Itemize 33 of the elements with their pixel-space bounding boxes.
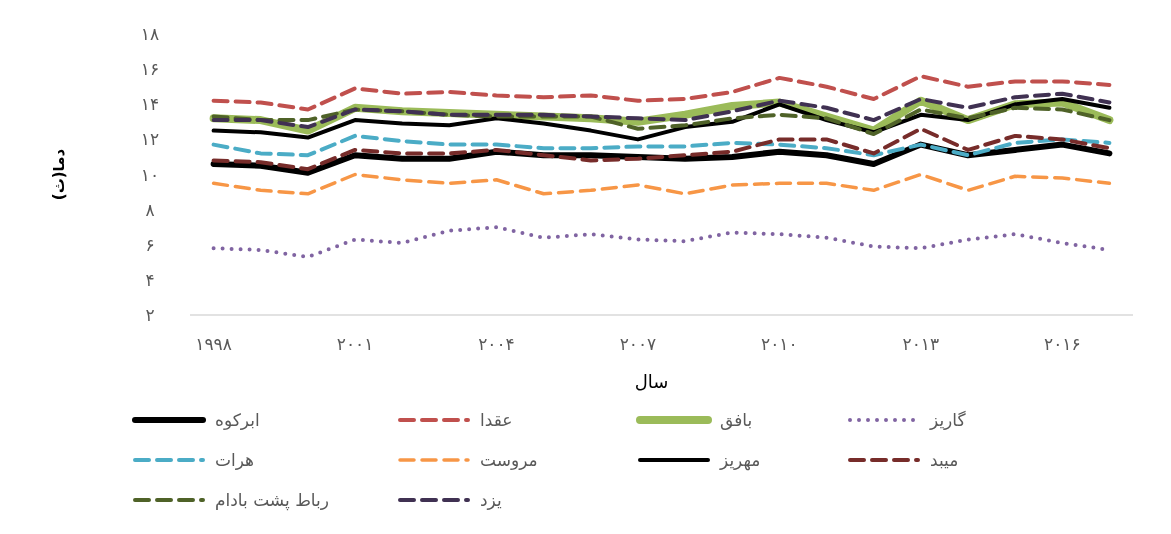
- legend-label: یزد: [480, 490, 502, 510]
- x-tick-label: ۲۰۱۰: [761, 334, 798, 354]
- line-series: [211, 126, 1112, 172]
- y-tick-label: ۶: [145, 234, 155, 255]
- x-tick-label: ۲۰۱۶: [1044, 334, 1081, 354]
- x-tick-label: ۱۹۹۸: [195, 334, 232, 354]
- x-axis-title: سال: [634, 371, 669, 392]
- y-tick-label: ۱۲: [140, 129, 160, 150]
- legend-label: بافق: [720, 410, 753, 430]
- legend-label: هرات: [215, 450, 255, 470]
- line-series: [211, 74, 1112, 112]
- legend-label: مروست: [480, 450, 538, 470]
- x-tick-label: ۲۰۱۳: [902, 334, 940, 354]
- y-tick-label: ۱۰: [140, 164, 160, 185]
- legend-label: رباط پشت بادام: [215, 490, 329, 511]
- y-tick-label: ۲: [145, 305, 155, 325]
- x-tick-label: ۲۰۰۴: [478, 334, 515, 354]
- y-tick-label: ۱۴: [140, 94, 160, 115]
- legend-label: مهریز: [719, 450, 761, 471]
- line-series: [211, 133, 1112, 158]
- line-series: [211, 105, 1112, 137]
- y-tick-label: ۸: [145, 199, 155, 220]
- y-axis-title: دما(ث): [50, 148, 68, 201]
- line-series: [211, 172, 1112, 196]
- y-tick-label: ۴: [145, 269, 155, 290]
- legend-label: عقدا: [480, 410, 513, 430]
- y-tick-label: ۱۶: [140, 59, 160, 80]
- legend-label: ابرکوه: [215, 410, 260, 430]
- legend-label: گاریز: [929, 410, 967, 430]
- y-tick-label: ۱۸: [140, 24, 160, 44]
- x-tick-label: ۲۰۰۷: [619, 334, 657, 354]
- x-tick-label: ۲۰۰۱: [336, 334, 374, 354]
- legend-label: میبد: [930, 450, 959, 470]
